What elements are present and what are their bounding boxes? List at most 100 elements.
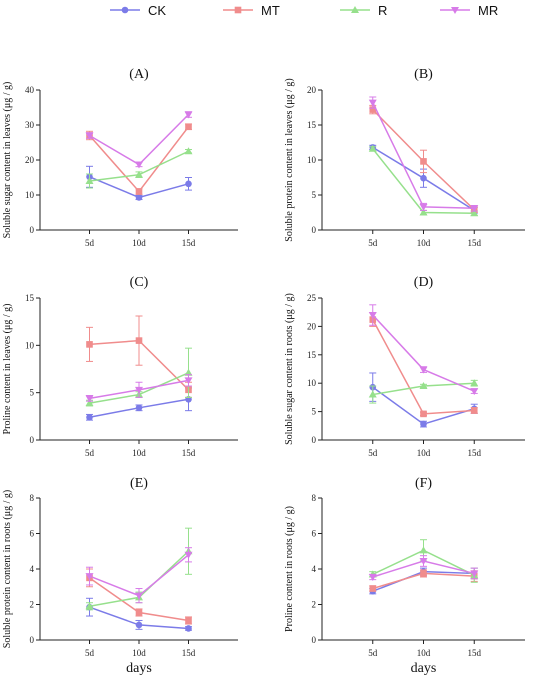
x-tick-label: 10d (417, 648, 431, 658)
data-point (85, 395, 94, 403)
data-point (419, 382, 428, 390)
y-axis-label: Soluble protein content in roots (μg / g… (2, 490, 13, 648)
data-point (135, 386, 143, 394)
data-point (419, 208, 428, 216)
y-tick-label: 4 (312, 564, 317, 574)
y-tick-label: 6 (30, 529, 35, 539)
y-axis-label: Proline content in roots (μg / g) (284, 506, 295, 632)
series-line (372, 314, 475, 392)
data-point (470, 379, 479, 387)
series-r (85, 147, 193, 189)
series-ck (86, 387, 192, 421)
data-point (420, 570, 427, 577)
data-point (85, 399, 94, 407)
data-point (86, 341, 93, 348)
data-point (420, 420, 427, 428)
data-point (420, 174, 427, 182)
x-tick-label: 5d (368, 648, 378, 658)
data-point (185, 123, 192, 131)
data-point (185, 625, 192, 632)
data-point (85, 177, 94, 184)
panel-title: (A) (129, 67, 149, 82)
panel-title: (E) (130, 476, 148, 491)
y-tick-label: 10 (307, 378, 317, 388)
x-tick-label: 5d (85, 448, 95, 458)
panel-c: (C) 0 5 10 15 5d 10d 15d Proline content in leav… (2, 275, 238, 458)
y-axis-label: Soluble protein content in leaves (μg / … (284, 78, 295, 241)
panel-title: (F) (415, 476, 432, 491)
x-tick-label: 15d (468, 648, 482, 658)
panel-f: (F) 0 2 4 6 8 5d 10d 15d Proline content in roots… (284, 476, 525, 676)
data-point (369, 585, 377, 592)
legend: CK MT R MR (110, 3, 498, 18)
legend-marker-r (351, 6, 359, 13)
data-point (420, 410, 427, 418)
y-tick-label: 20 (307, 321, 317, 331)
data-point (368, 99, 377, 107)
y-tick-label: 4 (30, 564, 35, 574)
legend-marker-mr (451, 7, 459, 14)
y-tick-label: 15 (307, 350, 317, 360)
data-point (135, 621, 143, 629)
y-tick-label: 2 (30, 600, 35, 610)
panel-d: (D) 0 5 10 15 20 25 5d 10d 15d Soluble sugar conte… (284, 275, 525, 458)
y-tick-label: 15 (307, 120, 317, 130)
x-tick-label: 15d (182, 648, 196, 658)
x-tick-label: 10d (417, 238, 431, 248)
y-tick-label: 8 (312, 493, 317, 503)
data-point (368, 312, 377, 320)
series-mr (368, 304, 479, 396)
data-point (135, 194, 143, 201)
data-point (135, 188, 143, 195)
series-line (89, 113, 190, 166)
x-tick-label: 5d (368, 448, 378, 458)
series-r (368, 144, 479, 217)
data-point (470, 205, 479, 213)
y-tick-label: 0 (30, 635, 35, 645)
series-line (88, 126, 190, 193)
y-tick-label: 20 (25, 155, 35, 165)
series-mt (369, 104, 478, 213)
y-tick-label: 0 (312, 435, 317, 445)
data-point (369, 106, 377, 113)
legend-item-mr: MR (440, 3, 498, 18)
data-point (184, 551, 193, 559)
panel-a: (A) 0 10 20 30 40 5d 10d 15d Soluble sugar conten… (2, 67, 238, 248)
data-point (86, 413, 93, 421)
series-mr (368, 555, 479, 581)
y-axis-label: Proline content in leaves (μg / g) (2, 304, 13, 435)
y-tick-label: 10 (25, 190, 35, 200)
x-tick-label: 15d (182, 448, 196, 458)
legend-label-mr: MR (478, 3, 498, 18)
y-tick-label: 0 (312, 225, 317, 235)
data-point (135, 161, 143, 169)
y-tick-label: 5 (312, 407, 317, 417)
data-point (85, 573, 94, 581)
panel-e: (E) 0 2 4 6 8 5d 10d 15d Soluble protein content … (2, 476, 238, 676)
y-tick-label: 0 (30, 435, 35, 445)
legend-label-r: R (378, 3, 387, 18)
data-point (184, 377, 193, 385)
series-mt (86, 123, 192, 195)
data-point (135, 337, 143, 344)
y-tick-label: 20 (307, 85, 317, 95)
y-tick-label: 30 (25, 120, 35, 130)
data-point (185, 617, 192, 624)
x-tick-label: 15d (468, 448, 482, 458)
data-point (368, 390, 377, 398)
legend-item-r: R (340, 3, 387, 18)
data-point (184, 147, 193, 155)
data-point (368, 144, 377, 152)
y-tick-label: 5 (312, 190, 317, 200)
legend-label-mt: MT (261, 3, 280, 18)
x-axis-title: days (411, 661, 437, 676)
legend-item-ck: CK (110, 3, 166, 18)
y-tick-label: 40 (25, 85, 35, 95)
panel-b: (B) 0 5 10 15 20 5d 10d 15d Soluble protein conte… (284, 67, 525, 248)
series-mr (85, 111, 193, 169)
x-tick-label: 10d (132, 448, 146, 458)
y-tick-label: 8 (30, 493, 35, 503)
series-mr (85, 547, 193, 604)
data-point (419, 366, 428, 374)
data-point (470, 209, 479, 217)
